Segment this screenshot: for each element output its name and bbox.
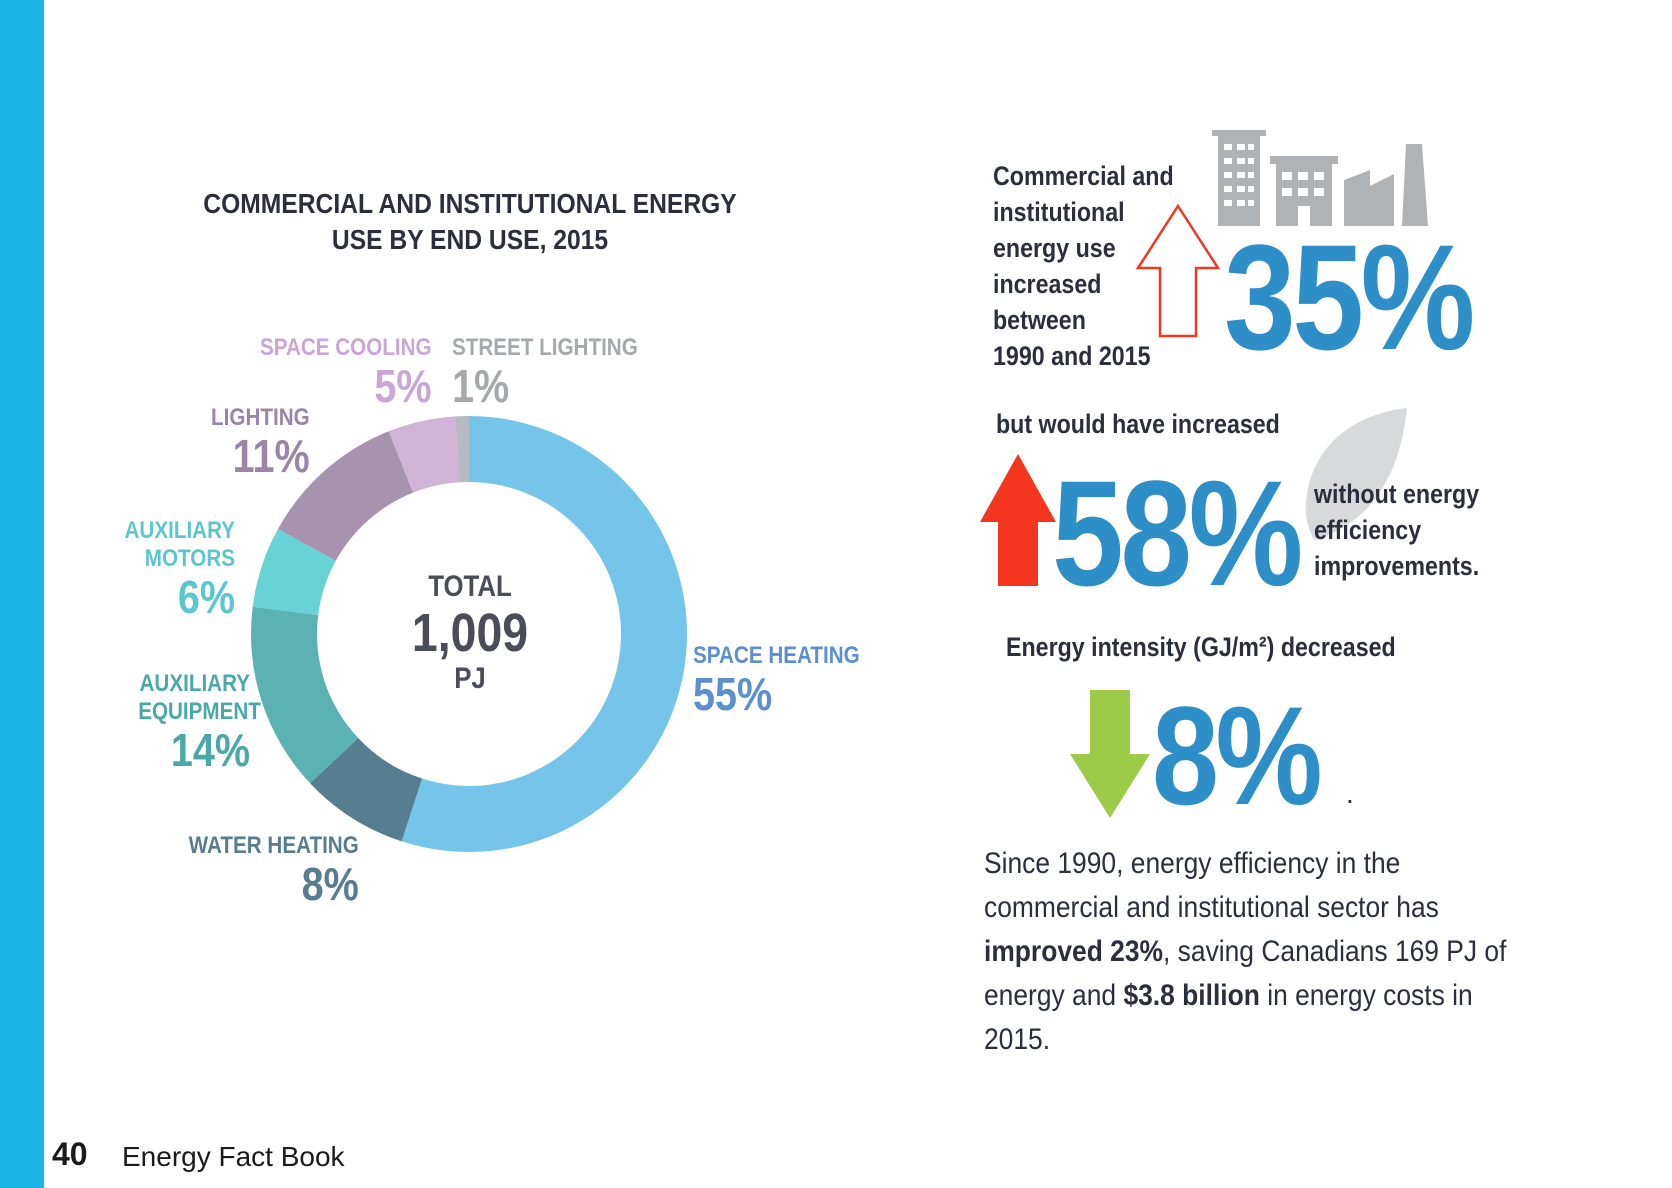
label-space-cooling: SPACE COOLING 5% [232, 334, 432, 410]
donut-slice-space-cooling [388, 416, 460, 493]
side-accent-bar [0, 0, 44, 1188]
summary-paragraph: Since 1990, energy efficiency in the com… [984, 842, 1512, 1062]
increase-line-6: 1990 and 2015 [993, 341, 1151, 371]
increase-value: 35% [1224, 213, 1475, 381]
up-arrow-icon [980, 454, 1056, 586]
footer-title: Energy Fact Book [122, 1141, 345, 1172]
summary-text-1: Since 1990, energy efficiency in the com… [984, 847, 1439, 924]
without-text: without energy efficiency improvements. [1314, 476, 1479, 584]
summary-bold-2: $3.8 billion [1123, 979, 1260, 1012]
footer-page-number: 40 [52, 1136, 88, 1172]
intensity-period: . [1346, 778, 1354, 809]
chart-title: COMMERCIAL AND INSTITUTIONAL ENERGY USE … [203, 188, 737, 255]
slice-pct-auxiliary-equipment: 14% [170, 724, 250, 776]
slice-name-auxiliary-motors: AUXILIARY MOTORS [124, 517, 235, 572]
slice-pct-space-heating: 55% [693, 668, 773, 720]
label-water-heating: WATER HEATING 8% [161, 832, 359, 908]
would-increase-value: 58% [1052, 449, 1303, 617]
label-auxiliary-motors: AUXILIARY MOTORS 6% [105, 517, 235, 621]
donut-slice-auxiliary-motors [252, 528, 336, 615]
slice-name-lighting: LIGHTING [211, 404, 310, 431]
summary-bold-1: improved 23% [984, 935, 1164, 968]
label-auxiliary-equipment: AUXILIARY EQUIPMENT 14% [120, 670, 261, 776]
summary-text-3: in energy costs in 2015. [984, 979, 1473, 1056]
label-lighting: LIGHTING 11% [195, 404, 310, 480]
slice-pct-lighting: 11% [233, 430, 310, 482]
increase-line-2: institutional [993, 197, 1125, 227]
without-line-1: without energy [1314, 479, 1480, 509]
up-arrow-outline-icon [1135, 203, 1221, 338]
total-unit: PJ [454, 662, 486, 695]
slice-name-auxiliary-equipment: AUXILIARY EQUIPMENT [138, 670, 261, 725]
donut-slice-street-lighting [455, 416, 469, 483]
increase-line-4: increased [993, 269, 1102, 299]
slice-name-water-heating: WATER HEATING [188, 832, 359, 859]
buildings-icon [1212, 130, 1428, 226]
slice-name-street-lighting: STREET LIGHTING [452, 334, 638, 361]
without-line-3: improvements. [1314, 551, 1480, 581]
leaf-icon [1305, 408, 1407, 540]
down-arrow-icon [1070, 690, 1150, 818]
slice-name-space-heating: SPACE HEATING [693, 642, 860, 669]
increase-line-3: energy use [993, 233, 1116, 263]
slice-pct-water-heating: 8% [301, 858, 359, 910]
total-value: 1,009 [411, 603, 529, 663]
slice-pct-space-cooling: 5% [374, 360, 432, 412]
slice-pct-street-lighting: 1% [452, 360, 510, 412]
slice-name-space-cooling: SPACE COOLING [260, 334, 432, 361]
increase-line-1: Commercial and [993, 161, 1174, 191]
label-street-lighting: STREET LIGHTING 1% [452, 334, 668, 410]
without-line-2: efficiency [1314, 515, 1422, 545]
would-increase-text: but would have increased [996, 409, 1280, 439]
total-label: TOTAL [428, 570, 512, 603]
donut-slice-lighting [277, 431, 414, 561]
intensity-text: Energy intensity (GJ/m²) decreased [1006, 632, 1396, 662]
donut-center-total: TOTAL 1,009 PJ [350, 570, 590, 696]
intensity-value: 8% [1152, 677, 1323, 834]
increase-text: Commercial and institutional energy use … [993, 158, 1174, 374]
slice-pct-auxiliary-motors: 6% [177, 571, 235, 623]
increase-line-5: between [993, 305, 1086, 335]
summary-text-2: , saving Canadians 169 PJ of energy and [984, 935, 1507, 1012]
donut-slice-auxiliary-equipment [250, 606, 359, 784]
donut-slice-water-heating [310, 738, 423, 842]
label-space-heating: SPACE HEATING 55% [693, 642, 887, 718]
donut-slice-space-heating [401, 416, 687, 852]
